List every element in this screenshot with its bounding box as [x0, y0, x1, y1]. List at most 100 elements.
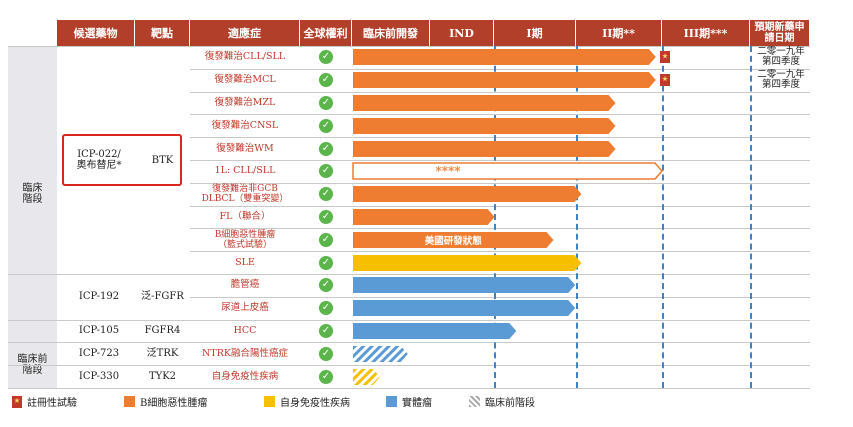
indication: 尿道上皮癌 — [221, 302, 269, 314]
progress-bar — [353, 345, 408, 362]
progress-bar — [353, 49, 656, 66]
legend-item: 實體瘤 — [386, 394, 432, 409]
header-9: 預期新藥申請日期 — [750, 20, 810, 46]
indication: 復發難治非GCB DLBCL（雙重突變） — [201, 184, 289, 205]
indication: 膽管癌 — [230, 279, 260, 291]
row-divider — [190, 296, 810, 298]
phase-label-clinical: 臨床 階段 — [22, 183, 43, 206]
legend-label: 臨床前階段 — [485, 398, 535, 409]
indication: B細胞惡性腫瘤 （籃式試驗） — [214, 229, 276, 250]
header-6: I期 — [494, 20, 576, 46]
drug-target: 泛TRK — [146, 348, 179, 360]
header-0: 候選藥物 — [57, 20, 135, 46]
header-3: 全球權利 — [300, 20, 352, 46]
indication: HCC — [233, 324, 257, 336]
legend-item: 註冊性試驗 — [12, 394, 77, 409]
check-icon: ✓ — [319, 73, 333, 88]
drug-name: ICP-022/奧布替尼* — [76, 149, 122, 171]
drug-target: BTK — [151, 154, 174, 166]
phase-divider — [576, 46, 578, 388]
row-divider — [190, 68, 810, 70]
drug-name: ICP-330 — [78, 371, 120, 383]
registration-icon — [660, 73, 670, 86]
clinical-band — [8, 46, 57, 343]
drug-target: 泛-FGFR — [141, 291, 184, 303]
registration-icon — [660, 51, 670, 63]
check-icon: ✓ — [319, 187, 333, 202]
indication: 復發難治CLL/SLL — [204, 51, 286, 63]
header-4: 臨床前開發 — [352, 20, 430, 46]
drug-name: ICP-192 — [78, 291, 120, 303]
progress-bar — [353, 323, 517, 339]
header-1: 靶點 — [135, 20, 190, 46]
header-7: II期** — [576, 20, 662, 46]
progress-bar — [353, 117, 616, 134]
progress-bar — [353, 72, 656, 89]
check-icon: ✓ — [319, 346, 333, 361]
check-icon: ✓ — [319, 278, 333, 293]
phase-divider — [662, 46, 664, 388]
indication: 復發難治WM — [216, 142, 274, 154]
progress-bar — [353, 368, 380, 385]
check-icon: ✓ — [319, 118, 333, 133]
row-divider — [190, 228, 810, 230]
check-icon: ✓ — [319, 324, 333, 338]
check-icon: ✓ — [319, 232, 333, 247]
check-icon: ✓ — [319, 96, 333, 110]
yellow-swatch — [264, 396, 275, 407]
drug-name: ICP-723 — [78, 348, 120, 360]
legend-label: 實體瘤 — [402, 398, 432, 409]
row-divider — [190, 91, 810, 93]
indication: 復發難治MZL — [214, 96, 276, 108]
header-8: III期*** — [662, 20, 750, 46]
progress-bar — [353, 95, 616, 111]
progress-bar — [353, 140, 616, 157]
check-icon: ✓ — [319, 164, 333, 179]
row-divider — [8, 342, 810, 344]
drug-name: ICP-105 — [78, 325, 120, 337]
legend-label: 註冊性試驗 — [27, 398, 77, 409]
check-icon: ✓ — [319, 369, 333, 384]
indication: SLE — [235, 256, 255, 268]
phase-divider — [750, 46, 752, 388]
legend-item: 臨床前階段 — [469, 394, 535, 409]
progress-bar — [353, 209, 495, 225]
row-divider — [8, 274, 810, 275]
progress-bar — [353, 186, 582, 203]
indication: FL（聯合） — [219, 210, 271, 222]
highlight-box — [62, 134, 182, 186]
check-icon: ✓ — [319, 50, 333, 65]
header-5: IND — [430, 20, 494, 46]
legend-item: 自身免疫性疾病 — [264, 394, 350, 409]
indication: 1L: CLL/SLL — [214, 165, 276, 177]
registration-icon — [12, 395, 22, 408]
row-divider — [190, 160, 810, 161]
indication: 復發難治CNSL — [211, 119, 279, 131]
bar-label: **** — [435, 164, 461, 178]
row-divider — [8, 365, 810, 367]
legend-item: B細胞惡性腫瘤 — [124, 394, 207, 409]
indication: NTRK融合陽性癌症 — [202, 347, 288, 359]
row-divider — [190, 205, 810, 207]
legend-label: B細胞惡性腫瘤 — [140, 398, 208, 409]
check-icon: ✓ — [319, 210, 333, 224]
legend-label: 自身免疫性疾病 — [280, 398, 350, 409]
orange-swatch — [124, 396, 135, 407]
phase-label-preclinical: 臨床前 階段 — [17, 354, 48, 377]
progress-bar: **** — [352, 162, 663, 181]
hatched-swatch — [469, 396, 480, 407]
header-2: 適應症 — [190, 20, 300, 46]
row-divider — [8, 388, 810, 389]
indication: 復發難治MCL — [214, 74, 276, 86]
nda-date: 二零一九年 第四季度 — [757, 46, 805, 68]
row-divider — [8, 46, 810, 47]
check-icon: ✓ — [319, 255, 333, 270]
row-divider — [190, 137, 810, 139]
phase-divider — [494, 46, 496, 388]
check-icon: ✓ — [319, 301, 333, 316]
drug-target: FGFR4 — [144, 325, 181, 337]
bar-label: 美國研發狀態 — [424, 235, 483, 247]
progress-bar — [353, 300, 576, 317]
row-divider — [190, 114, 810, 116]
